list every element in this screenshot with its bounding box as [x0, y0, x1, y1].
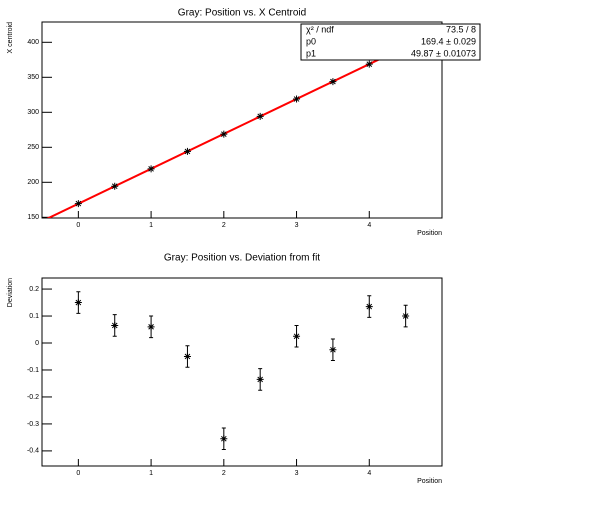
stats-name: χ² / ndf — [306, 24, 334, 34]
y-axis-label: X centroid — [7, 22, 14, 54]
stats-name: p1 — [306, 48, 316, 58]
y-axis-label: Deviation — [7, 278, 14, 307]
marker — [293, 95, 301, 103]
x-tick-label: 0 — [76, 222, 80, 229]
stats-value: 169.4 ± 0.029 — [421, 36, 476, 46]
stats-box — [300, 23, 481, 61]
y-tick-label: -0.1 — [27, 367, 39, 374]
y-tick-label: -0.4 — [27, 448, 39, 455]
y-tick-label: -0.3 — [27, 421, 39, 428]
marker — [365, 303, 373, 311]
y-tick-label: 0.1 — [29, 313, 39, 320]
y-tick-label: 150 — [27, 214, 39, 221]
marker — [74, 200, 82, 208]
plot-frame — [41, 277, 443, 467]
stats-value: 73.5 / 8 — [446, 24, 476, 34]
chart-title: Gray: Position vs. Deviation from fit — [164, 253, 320, 264]
marker — [329, 78, 337, 86]
marker — [147, 323, 155, 331]
chart-title: Gray: Position vs. X Centroid — [178, 8, 306, 19]
x-tick-label: 3 — [295, 222, 299, 229]
y-tick-label: 0.2 — [29, 286, 39, 293]
marker — [111, 182, 119, 190]
stats-value: 49.87 ± 0.01073 — [411, 48, 476, 58]
marker — [111, 321, 119, 329]
x-axis-label: Position — [417, 478, 442, 485]
plot-area — [74, 291, 410, 451]
marker — [256, 112, 264, 120]
marker — [74, 299, 82, 307]
marker — [256, 375, 264, 383]
y-tick-label: -0.2 — [27, 394, 39, 401]
marker — [402, 312, 410, 320]
marker — [365, 60, 373, 68]
plot-frame — [41, 21, 443, 219]
y-tick-label: 350 — [27, 74, 39, 81]
marker — [293, 332, 301, 340]
y-tick-label: 200 — [27, 179, 39, 186]
marker — [183, 352, 191, 360]
fit-line — [46, 28, 442, 218]
y-tick-label: 400 — [27, 39, 39, 46]
marker — [329, 346, 337, 354]
x-axis-label: Position — [417, 230, 442, 237]
x-tick-label: 2 — [222, 222, 226, 229]
x-tick-label: 1 — [149, 470, 153, 477]
marker — [220, 435, 228, 443]
marker — [220, 130, 228, 138]
x-tick-label: 2 — [222, 470, 226, 477]
y-tick-label: 0 — [35, 340, 39, 347]
marker — [147, 165, 155, 173]
x-tick-label: 1 — [149, 222, 153, 229]
y-tick-label: 250 — [27, 144, 39, 151]
x-tick-label: 0 — [76, 470, 80, 477]
stats-name: p0 — [306, 36, 316, 46]
x-tick-label: 4 — [367, 470, 371, 477]
y-tick-label: 300 — [27, 109, 39, 116]
x-tick-label: 4 — [367, 222, 371, 229]
x-tick-label: 3 — [295, 470, 299, 477]
plot-area — [46, 28, 442, 218]
marker — [183, 147, 191, 155]
